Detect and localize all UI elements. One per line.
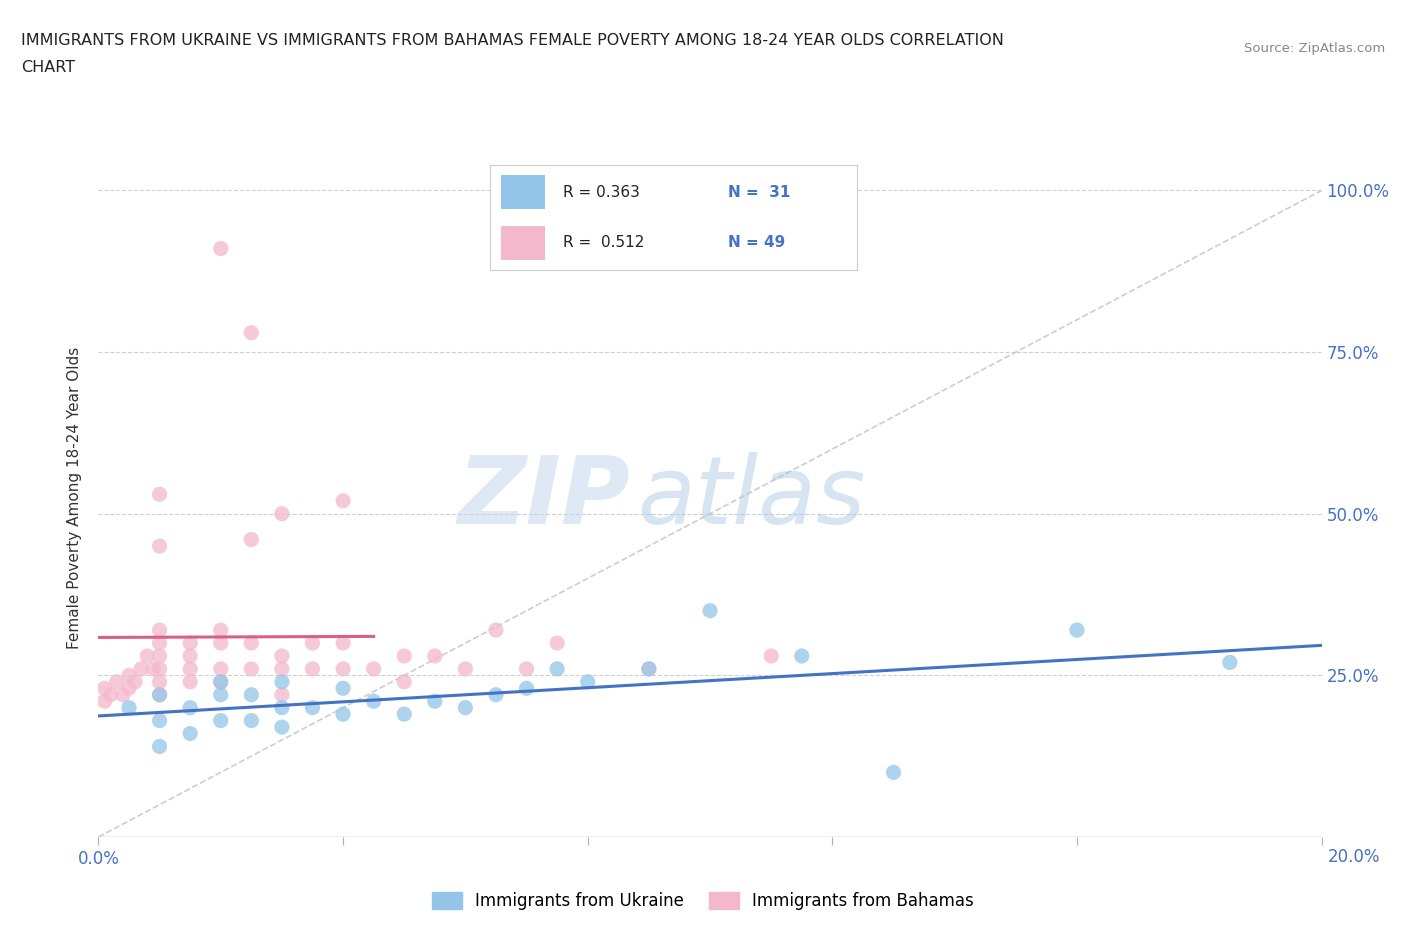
Point [301, 700, 323, 715]
Point [149, 487, 172, 502]
Point [240, 661, 263, 676]
Point [270, 674, 292, 689]
Point [136, 648, 159, 663]
Y-axis label: Female Poverty Among 18-24 Year Olds: Female Poverty Among 18-24 Year Olds [67, 347, 83, 649]
Point [1219, 655, 1241, 670]
Point [301, 661, 323, 676]
Point [546, 661, 568, 676]
Point [93, 694, 115, 709]
Point [209, 635, 232, 650]
Point [149, 648, 172, 663]
Point [100, 687, 122, 702]
Point [759, 648, 782, 663]
Point [149, 661, 172, 676]
Point [637, 661, 661, 676]
Point [485, 623, 508, 638]
Point [392, 648, 416, 663]
Point [149, 674, 172, 689]
Point [179, 674, 201, 689]
Point [637, 661, 661, 676]
Point [209, 674, 232, 689]
Point [240, 635, 263, 650]
Point [209, 623, 232, 638]
Text: Source: ZipAtlas.com: Source: ZipAtlas.com [1244, 42, 1385, 55]
Point [790, 648, 813, 663]
Text: atlas: atlas [637, 452, 865, 543]
Point [149, 635, 172, 650]
Point [516, 661, 538, 676]
Point [883, 764, 905, 779]
Point [301, 635, 323, 650]
Point [179, 648, 201, 663]
Point [423, 648, 446, 663]
Point [240, 326, 263, 340]
Point [142, 661, 165, 676]
Point [129, 661, 152, 676]
Point [124, 674, 146, 689]
Text: CHART: CHART [21, 60, 75, 75]
Point [332, 661, 354, 676]
Point [93, 681, 115, 696]
Point [149, 687, 172, 702]
Point [179, 635, 201, 650]
Legend: Immigrants from Ukraine, Immigrants from Bahamas: Immigrants from Ukraine, Immigrants from… [425, 885, 981, 917]
Point [149, 538, 172, 553]
Point [149, 623, 172, 638]
Point [270, 720, 292, 735]
Point [423, 694, 446, 709]
Point [118, 700, 141, 715]
Point [105, 674, 128, 689]
Point [118, 668, 141, 683]
Point [149, 687, 172, 702]
Point [209, 687, 232, 702]
Point [576, 674, 599, 689]
Point [332, 707, 354, 722]
Point [209, 674, 232, 689]
Point [546, 635, 568, 650]
Point [332, 681, 354, 696]
Point [270, 648, 292, 663]
Point [209, 713, 232, 728]
Point [270, 700, 292, 715]
Point [270, 687, 292, 702]
Point [363, 661, 385, 676]
Point [699, 604, 721, 618]
Point [485, 687, 508, 702]
Point [332, 635, 354, 650]
Point [111, 687, 134, 702]
Text: 20.0%: 20.0% [1327, 848, 1379, 866]
Text: ZIP: ZIP [457, 452, 630, 543]
Point [209, 661, 232, 676]
Point [270, 506, 292, 521]
Point [392, 674, 416, 689]
Point [1066, 623, 1088, 638]
Point [179, 726, 201, 741]
Point [454, 661, 477, 676]
Point [454, 700, 477, 715]
Point [240, 687, 263, 702]
Point [516, 681, 538, 696]
Point [240, 713, 263, 728]
Point [240, 532, 263, 547]
Text: IMMIGRANTS FROM UKRAINE VS IMMIGRANTS FROM BAHAMAS FEMALE POVERTY AMONG 18-24 YE: IMMIGRANTS FROM UKRAINE VS IMMIGRANTS FR… [21, 33, 1004, 47]
Point [270, 661, 292, 676]
Point [118, 681, 141, 696]
Point [179, 661, 201, 676]
Point [332, 493, 354, 508]
Point [149, 739, 172, 754]
Point [392, 707, 416, 722]
Point [149, 713, 172, 728]
Point [179, 700, 201, 715]
Point [363, 694, 385, 709]
Point [209, 241, 232, 256]
